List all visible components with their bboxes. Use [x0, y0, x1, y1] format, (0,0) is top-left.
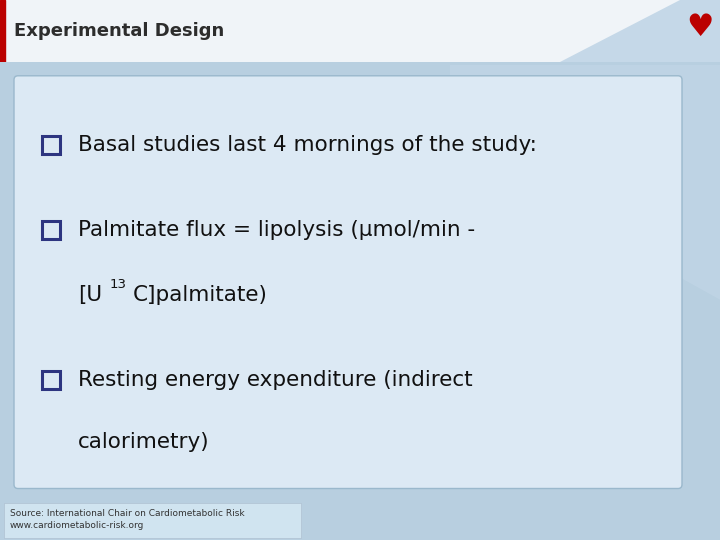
Text: Experimental Design: Experimental Design: [14, 22, 224, 40]
Text: Basal studies last 4 mornings of the study:: Basal studies last 4 mornings of the stu…: [78, 135, 537, 155]
Text: Source: International Chair on Cardiometabolic Risk
www.cardiometabolic-risk.org: Source: International Chair on Cardiomet…: [10, 509, 245, 530]
Text: C]palmitate): C]palmitate): [133, 285, 268, 305]
Bar: [42, 136, 60, 154]
Text: Resting energy expenditure (indirect: Resting energy expenditure (indirect: [78, 369, 472, 389]
Bar: [42, 221, 60, 239]
Text: ♥: ♥: [686, 12, 714, 42]
Bar: [0, 0, 5, 62]
Text: Palmitate flux = lipolysis (μmol/min -: Palmitate flux = lipolysis (μmol/min -: [78, 220, 475, 240]
Text: [U: [U: [78, 285, 102, 305]
Text: calorimetry): calorimetry): [78, 431, 210, 451]
Polygon shape: [560, 0, 720, 62]
Polygon shape: [450, 65, 720, 300]
Bar: [42, 370, 60, 389]
FancyBboxPatch shape: [4, 503, 301, 538]
FancyBboxPatch shape: [14, 76, 682, 489]
Text: 13: 13: [110, 278, 127, 291]
